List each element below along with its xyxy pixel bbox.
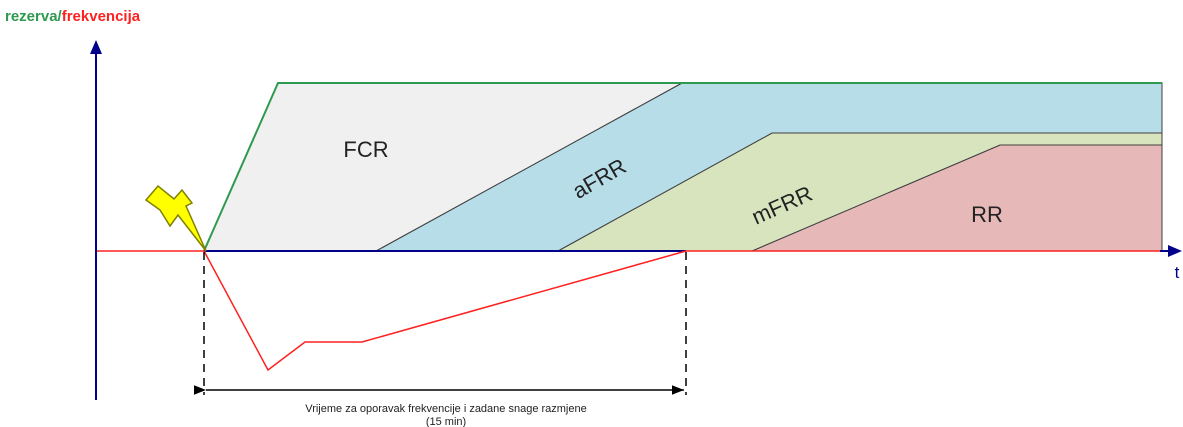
diagram-title: rezerva/frekvencija — [5, 8, 140, 25]
lightning-icon — [144, 184, 207, 252]
x-axis-label: t — [1175, 263, 1180, 282]
recovery-caption-line2: (15 min) — [426, 416, 466, 427]
title-reserve: rezerva — [5, 8, 58, 25]
y-axis-arrow — [90, 40, 102, 54]
label-fcr: FCR — [343, 137, 388, 162]
label-rr: RR — [971, 202, 1003, 227]
title-frequency: frekvencija — [61, 8, 141, 25]
title-separator: / — [57, 8, 62, 25]
recovery-caption-line1: Vrijeme za oporavak frekvencije i zadane… — [305, 403, 586, 415]
x-axis-arrow — [1168, 245, 1182, 257]
reserve-rise-line — [203, 82, 1162, 252]
frequency-deviation-curve — [203, 250, 687, 372]
